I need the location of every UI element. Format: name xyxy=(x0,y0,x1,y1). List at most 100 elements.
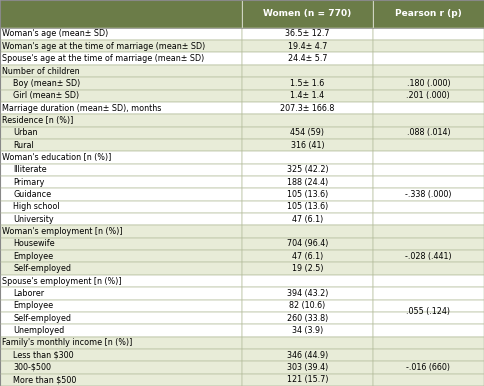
Bar xyxy=(242,77,373,90)
Bar xyxy=(0,225,242,238)
Bar xyxy=(242,28,373,40)
Bar xyxy=(242,324,373,337)
Text: 300-$500: 300-$500 xyxy=(13,363,51,372)
Bar xyxy=(242,201,373,213)
Bar xyxy=(242,40,373,52)
Text: 82 (10.6): 82 (10.6) xyxy=(289,301,325,310)
Bar xyxy=(0,312,242,324)
Bar xyxy=(373,201,484,213)
Bar xyxy=(0,275,242,287)
Bar xyxy=(242,361,373,374)
Text: Boy (mean± SD): Boy (mean± SD) xyxy=(13,79,80,88)
Text: Residence [n (%)]: Residence [n (%)] xyxy=(2,116,74,125)
Bar xyxy=(0,52,242,65)
Text: Self-employed: Self-employed xyxy=(13,313,71,323)
Text: 188 (24.4): 188 (24.4) xyxy=(287,178,328,187)
Text: Woman's employment [n (%)]: Woman's employment [n (%)] xyxy=(2,227,123,236)
Text: 121 (15.7): 121 (15.7) xyxy=(287,375,328,384)
Text: High school: High school xyxy=(13,202,60,212)
Bar xyxy=(373,0,484,28)
Text: More than $500: More than $500 xyxy=(13,375,76,384)
Text: .180 (.000): .180 (.000) xyxy=(407,79,450,88)
Bar xyxy=(373,250,484,262)
Text: 346 (44.9): 346 (44.9) xyxy=(287,350,328,360)
Text: .201 (.000): .201 (.000) xyxy=(407,91,450,100)
Bar xyxy=(0,300,242,312)
Text: 260 (33.8): 260 (33.8) xyxy=(287,313,328,323)
Text: Pearson r (p): Pearson r (p) xyxy=(395,9,462,19)
Bar xyxy=(0,201,242,213)
Text: Guidance: Guidance xyxy=(13,190,51,199)
Text: 19.4± 4.7: 19.4± 4.7 xyxy=(287,42,327,51)
Text: 47 (6.1): 47 (6.1) xyxy=(292,215,323,224)
Text: 105 (13.6): 105 (13.6) xyxy=(287,190,328,199)
Bar xyxy=(0,262,242,275)
Text: Urban: Urban xyxy=(13,128,38,137)
Bar xyxy=(242,65,373,77)
Bar xyxy=(242,213,373,225)
Text: .088 (.014): .088 (.014) xyxy=(407,128,450,137)
Bar xyxy=(0,65,242,77)
Text: Housewife: Housewife xyxy=(13,239,55,249)
Bar xyxy=(373,114,484,127)
Bar xyxy=(373,77,484,90)
Text: 34 (3.9): 34 (3.9) xyxy=(292,326,323,335)
Bar xyxy=(373,225,484,238)
Bar xyxy=(373,238,484,250)
Bar xyxy=(242,374,373,386)
Bar xyxy=(373,287,484,300)
Text: Woman's age (mean± SD): Woman's age (mean± SD) xyxy=(2,29,109,39)
Bar xyxy=(242,0,373,28)
Text: 24.4± 5.7: 24.4± 5.7 xyxy=(287,54,327,63)
Text: 36.5± 12.7: 36.5± 12.7 xyxy=(285,29,330,39)
Bar xyxy=(0,374,242,386)
Bar xyxy=(0,164,242,176)
Bar xyxy=(0,238,242,250)
Bar xyxy=(373,213,484,225)
Text: Number of children: Number of children xyxy=(2,66,80,76)
Bar xyxy=(373,65,484,77)
Text: -.338 (.000): -.338 (.000) xyxy=(405,190,452,199)
Bar xyxy=(373,127,484,139)
Bar xyxy=(373,188,484,201)
Bar xyxy=(373,361,484,374)
Bar xyxy=(373,40,484,52)
Bar xyxy=(0,176,242,188)
Text: Spouse's age at the time of marriage (mean± SD): Spouse's age at the time of marriage (me… xyxy=(2,54,205,63)
Text: Less than $300: Less than $300 xyxy=(13,350,74,360)
Bar xyxy=(0,188,242,201)
Text: 303 (39.4): 303 (39.4) xyxy=(287,363,328,372)
Bar xyxy=(242,139,373,151)
Text: 47 (6.1): 47 (6.1) xyxy=(292,252,323,261)
Bar xyxy=(373,52,484,65)
Bar xyxy=(242,102,373,114)
Text: Woman's age at the time of marriage (mean± SD): Woman's age at the time of marriage (mea… xyxy=(2,42,206,51)
Bar xyxy=(373,139,484,151)
Bar xyxy=(242,127,373,139)
Bar xyxy=(0,77,242,90)
Bar xyxy=(373,300,484,312)
Text: Laborer: Laborer xyxy=(13,289,44,298)
Bar xyxy=(242,164,373,176)
Bar xyxy=(242,114,373,127)
Bar xyxy=(242,151,373,164)
Text: 1.4± 1.4: 1.4± 1.4 xyxy=(290,91,324,100)
Bar xyxy=(242,337,373,349)
Bar xyxy=(373,102,484,114)
Bar xyxy=(0,213,242,225)
Text: -.016 (660): -.016 (660) xyxy=(407,363,450,372)
Bar xyxy=(373,337,484,349)
Bar xyxy=(242,188,373,201)
Bar xyxy=(0,250,242,262)
Text: Rural: Rural xyxy=(13,141,34,150)
Bar xyxy=(242,349,373,361)
Bar xyxy=(0,361,242,374)
Bar xyxy=(373,275,484,287)
Bar xyxy=(0,349,242,361)
Text: 454 (59): 454 (59) xyxy=(290,128,324,137)
Bar xyxy=(373,164,484,176)
Bar xyxy=(0,139,242,151)
Bar xyxy=(373,90,484,102)
Bar xyxy=(242,176,373,188)
Bar xyxy=(242,312,373,324)
